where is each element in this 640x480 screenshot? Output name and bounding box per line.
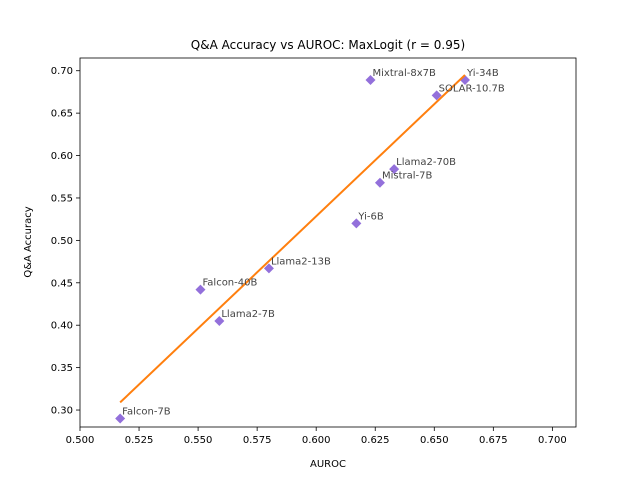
point-label: Llama2-70B <box>396 157 456 168</box>
y-tick-label: 0.35 <box>51 363 73 374</box>
x-tick-label: 0.500 <box>66 435 95 446</box>
y-axis-title: Q&A Accuracy <box>23 206 34 277</box>
data-point <box>195 284 206 295</box>
data-point <box>389 164 400 175</box>
regression-line <box>119 74 466 404</box>
plot-area: Falcon-7B Falcon-40B Llama2-7B Llama2-13B Yi… <box>115 68 505 424</box>
point-label: Mixtral-8x7B <box>373 68 437 79</box>
x-axis: 0.500 0.525 0.550 0.575 0.600 0.625 0.650 0.675… <box>66 427 567 446</box>
point-label: Llama2-13B <box>271 256 331 267</box>
x-tick-label: 0.525 <box>125 435 154 446</box>
data-point <box>214 315 225 326</box>
y-tick-label: 0.30 <box>51 406 73 417</box>
point-label: Llama2-7B <box>221 309 275 320</box>
x-tick-label: 0.625 <box>361 435 390 446</box>
data-point <box>365 75 376 86</box>
data-point <box>115 413 126 424</box>
x-tick-label: 0.575 <box>243 435 272 446</box>
data-point <box>431 90 442 101</box>
x-tick-label: 0.600 <box>302 435 331 446</box>
data-point <box>374 177 385 188</box>
y-tick-label: 0.70 <box>51 66 73 77</box>
x-tick-label: 0.675 <box>479 435 508 446</box>
point-label: Yi-34B <box>466 68 499 79</box>
x-tick-label: 0.650 <box>420 435 449 446</box>
point-label: SOLAR-10.7B <box>439 83 505 94</box>
data-point <box>351 218 362 229</box>
y-tick-label: 0.45 <box>51 278 73 289</box>
y-tick-label: 0.65 <box>51 109 73 120</box>
x-tick-label: 0.550 <box>184 435 213 446</box>
x-tick-label: 0.700 <box>538 435 567 446</box>
y-axis: 0.30 0.35 0.40 0.45 0.50 0.55 0.60 0.65 0.70 <box>51 66 80 417</box>
point-label: Falcon-40B <box>202 278 257 289</box>
y-tick-label: 0.40 <box>51 321 73 332</box>
y-tick-label: 0.55 <box>51 193 73 204</box>
x-axis-title: AUROC <box>310 459 346 470</box>
point-label: Yi-6B <box>357 211 384 222</box>
point-label: Falcon-7B <box>122 407 171 418</box>
point-label: Mistral-7B <box>382 171 433 182</box>
chart-title: Q&A Accuracy vs AUROC: MaxLogit (r = 0.9… <box>191 38 465 52</box>
y-tick-label: 0.50 <box>51 236 73 247</box>
y-tick-label: 0.60 <box>51 151 73 162</box>
data-point <box>263 263 274 274</box>
axes-frame <box>79 57 577 428</box>
